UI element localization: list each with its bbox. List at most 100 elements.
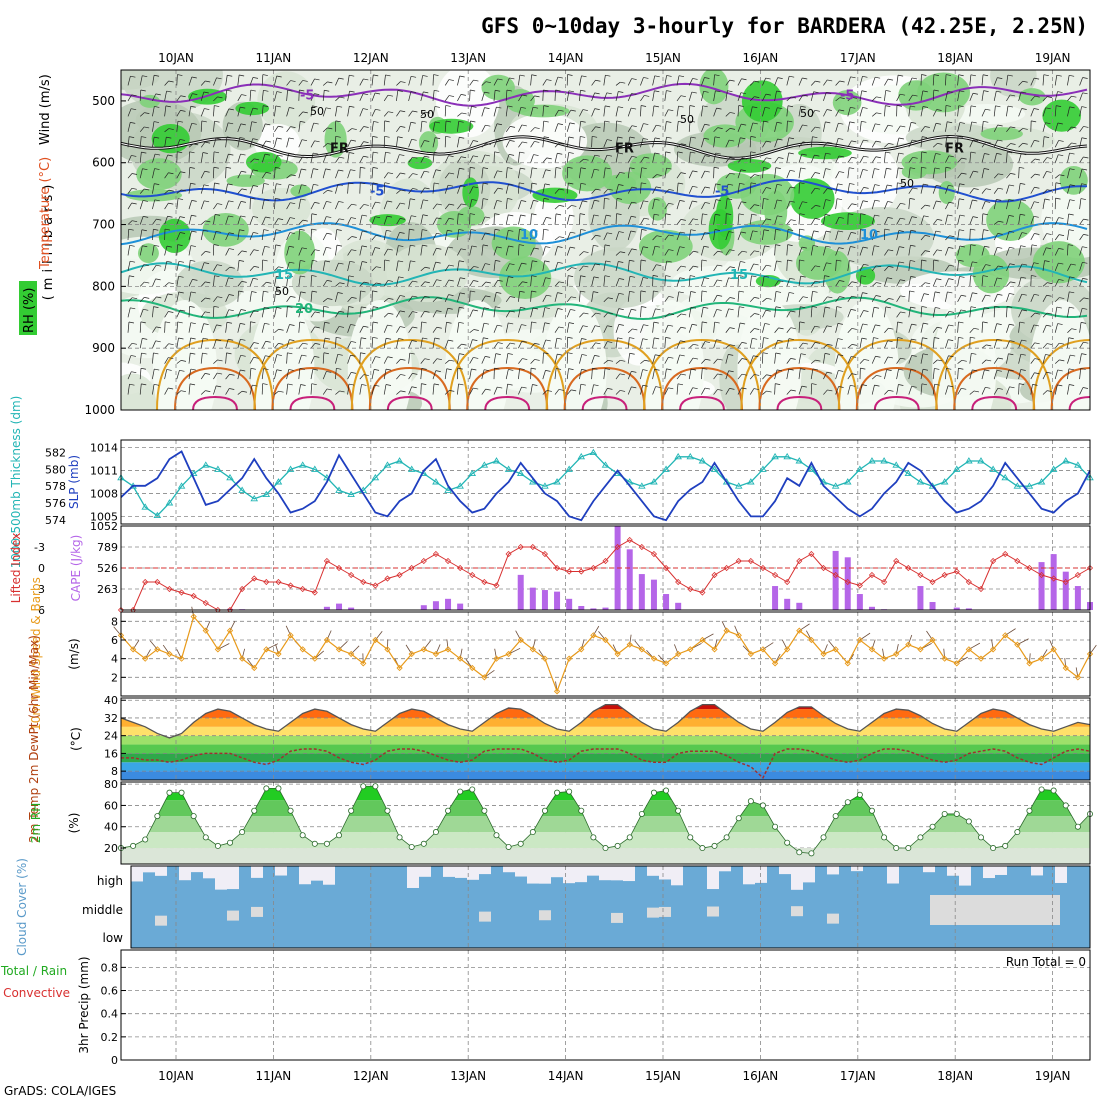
wind-barb-feather [936,185,942,187]
wind-barb [152,296,157,303]
wind-barb [652,105,655,117]
wind-barb [127,355,132,364]
wind-barb-feather [214,275,220,278]
wind-barb-feather [715,152,721,155]
wind-barb [981,321,984,333]
wind-barb [298,260,301,271]
temperature-band [121,704,1090,710]
wind-barb [188,260,191,271]
wind-barb [188,183,191,194]
rh-point [299,832,306,839]
wind-speed-point [808,636,815,644]
wind-barb [798,201,803,210]
wind-barb [969,121,973,132]
wind-barb [615,251,621,256]
wind-barb [676,95,682,102]
wind-barb [1042,171,1047,179]
wind-barb [810,205,816,210]
rh-moist-cell [901,150,958,175]
wind-barb-feather [168,172,174,175]
wind-barb-feather [741,123,747,126]
wind-barb-feather [448,79,454,81]
wind-barb [383,369,387,380]
wind-barb [981,344,987,349]
wind-barb-feather [753,355,759,358]
wind-barb-feather [399,232,405,234]
cloud-row-low: low [103,931,124,945]
wind-barb-feather [1044,136,1050,138]
wind-barb-feather [945,105,952,107]
wind-barb [1079,156,1084,163]
wind-barb-feather [189,306,195,308]
wind-barb [139,126,145,133]
wind-barb [274,354,278,364]
wind-barb [298,139,303,148]
wind-barb [713,373,718,380]
wind-barb-feather [131,187,137,190]
wind-barb [810,245,814,256]
wind-barb-feather [654,152,660,155]
wind-barb [274,369,278,380]
wind-speed-point [711,646,718,653]
wind-barb-feather [276,75,282,78]
isotherm-10 [121,222,1088,246]
lifted-index-point [881,578,888,586]
wind-barb-feather [471,106,477,108]
bottom-date-tick: 12JAN [353,1069,389,1083]
wind-barb [359,214,363,225]
wind-barb-feather [412,173,418,175]
wind-barb-feather [507,198,513,200]
wind-barb-feather [373,151,379,154]
wind-barb-feather [583,158,589,161]
wind-barb-feather [754,96,760,98]
wind-barb [603,360,609,364]
wind-barb [713,183,716,194]
wind-barb [261,90,264,101]
wind-barb-feather [814,342,821,344]
wind-barb-feather [934,383,940,386]
wind-barb-feather [631,386,637,389]
upper-wind-barbs [127,74,1089,395]
wind-barb-feather [922,368,929,371]
wind-barb-feather [766,374,772,377]
wind-barb-feather [973,390,980,393]
wind-barb-feather [568,182,574,185]
wind-barb-feather [557,76,563,79]
wind-barb-feather [252,384,258,387]
wind-barb-feather [447,307,453,310]
wind-barb-feather [201,120,207,123]
wind-barb [481,388,486,395]
wind-barb-feather [300,291,306,294]
wind-barb-feather [849,167,855,170]
wind-barb-feather [996,338,1002,341]
wind-barb [554,142,560,148]
wind-barb [225,154,229,163]
wind-barb [286,90,288,101]
wind-barb [603,198,605,210]
wind-barb-feather [850,246,856,248]
rh-point [178,789,185,796]
lifted-index-point [965,578,972,586]
wind-barb [652,137,656,148]
wind-barb-feather [193,143,199,146]
wind-barb-feather [384,259,390,262]
wind-barb-feather [397,136,403,139]
wind-barb [652,264,657,272]
wind-barb-feather [448,95,455,97]
wind-barb [371,152,374,163]
wind-barb-feather [436,247,442,250]
wind-barb [225,232,230,241]
wind-barb [127,275,130,287]
wind-barb-feather [375,216,381,219]
wind-barb [993,91,997,101]
wind-barb-feather [289,339,295,341]
wind-barb-feather [363,126,369,128]
wind-barb [1030,158,1036,163]
wind-barb [1042,372,1047,380]
wind-barb [652,386,656,395]
wind-barb-feather [375,108,381,111]
wind-barb [945,91,948,101]
wind-barb [542,157,548,163]
wind-barb-feather [571,296,577,299]
wind-barb [993,77,998,86]
